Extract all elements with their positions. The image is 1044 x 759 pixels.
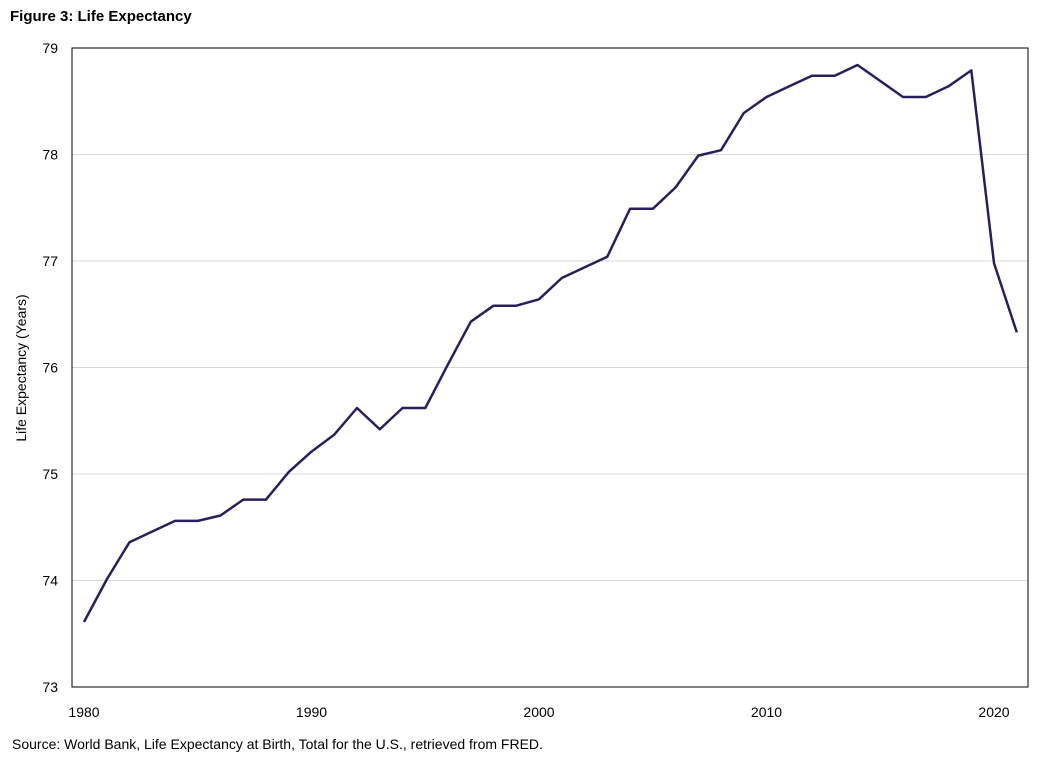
x-tick-label: 1980 [68, 704, 99, 720]
x-tick-label: 2020 [978, 704, 1009, 720]
y-axis-label: Life Expectancy (Years) [13, 294, 29, 441]
y-axis-ticks: 73 74 75 76 77 78 79 [42, 40, 58, 695]
chart-title: Figure 3: Life Expectancy [10, 8, 192, 25]
x-tick-label: 1990 [296, 704, 327, 720]
series-line [82, 63, 1018, 623]
x-axis-ticks: 1980 1990 2000 2010 2020 [68, 704, 1009, 720]
plot-area-border [71, 47, 1029, 688]
y-tick-label: 75 [42, 466, 58, 482]
y-tick-label: 76 [42, 360, 58, 376]
y-tick-label: 78 [42, 147, 58, 163]
y-tick-label: 73 [42, 679, 58, 695]
x-tick-label: 2000 [523, 704, 554, 720]
source-note: Source: World Bank, Life Expectancy at B… [12, 736, 543, 752]
y-tick-label: 79 [42, 40, 58, 56]
gridlines [72, 154, 1028, 581]
y-tick-label: 74 [42, 573, 58, 589]
x-tick-label: 2010 [751, 704, 782, 720]
y-tick-label: 77 [42, 253, 58, 269]
